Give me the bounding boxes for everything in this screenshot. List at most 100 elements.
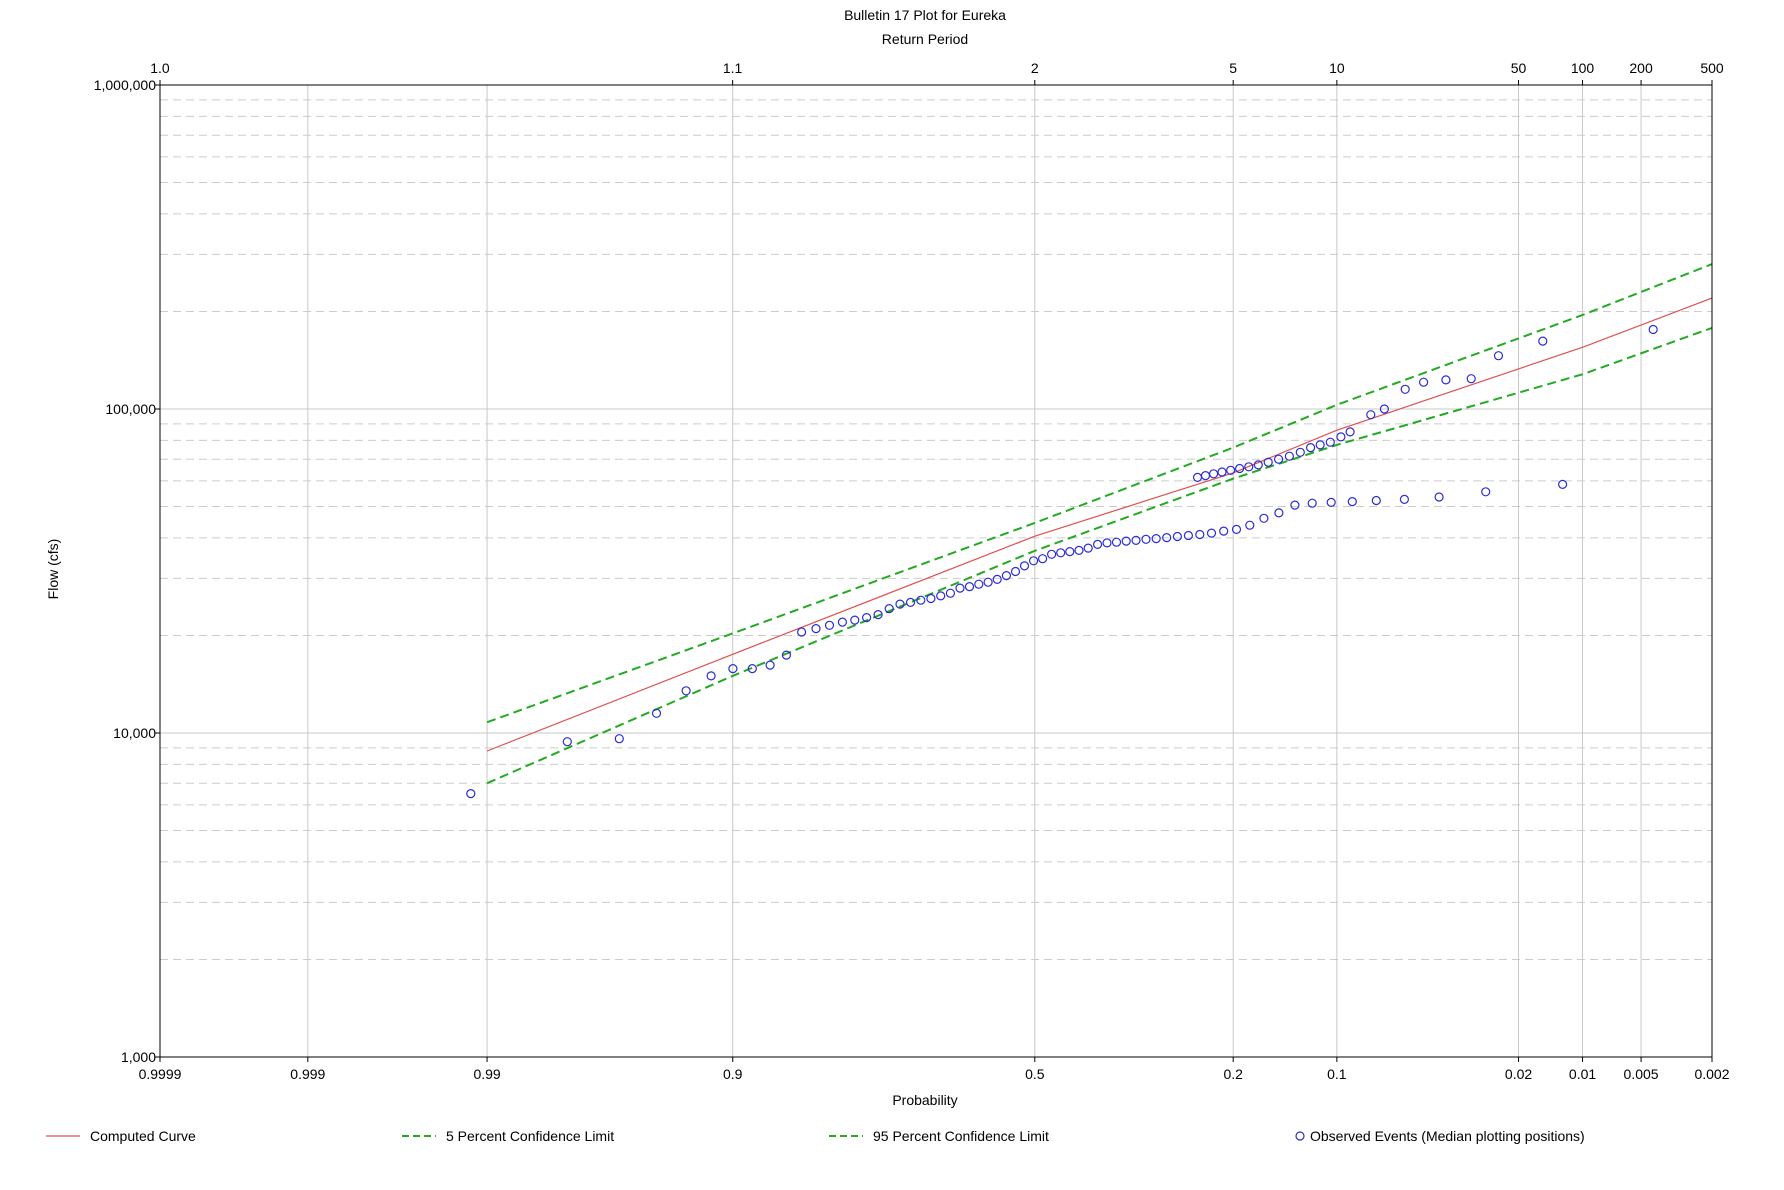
series-line-1: [486, 297, 1713, 752]
observed-event-point: [1295, 447, 1305, 457]
observed-event-point: [1208, 469, 1219, 479]
legend-marker: [1295, 1131, 1305, 1141]
observed-event-point: [1102, 538, 1112, 548]
observed-event-point: [850, 615, 860, 625]
top-tick-label: 500: [1700, 60, 1724, 76]
observed-event-point: [1648, 324, 1658, 335]
observed-event-point: [1083, 543, 1093, 553]
y-tick-label: 100,000: [105, 401, 156, 417]
observed-event-point: [1244, 462, 1254, 472]
observed-event-point: [1273, 454, 1284, 464]
x-tick-label: 0.99: [473, 1066, 500, 1082]
observed-event-point: [1399, 494, 1410, 504]
observed-event-point: [1056, 548, 1066, 558]
legend-label: 95 Percent Confidence Limit: [873, 1128, 1049, 1144]
observed-event-point: [1245, 520, 1255, 530]
grid: [160, 84, 1712, 1058]
observed-event-point: [1092, 539, 1103, 550]
observed-event-point: [1183, 530, 1194, 541]
top-tick-label: 200: [1629, 60, 1653, 76]
series-line-2: [486, 263, 1713, 724]
observed-event-point: [1493, 351, 1504, 361]
observed-event-point: [974, 579, 984, 589]
observed-event-point: [1326, 497, 1336, 507]
observed-event-point: [1366, 410, 1376, 420]
top-tick-label: 10: [1329, 60, 1345, 76]
series-line-3: [486, 326, 1713, 785]
observed-event-point: [955, 583, 965, 593]
observed-event-point: [1336, 432, 1346, 442]
x-tick-label: 0.002: [1694, 1066, 1729, 1082]
x-tick-label: 0.2: [1223, 1066, 1243, 1082]
top-tick-label: 2: [1031, 60, 1039, 76]
observed-event-point: [747, 663, 757, 674]
observed-event-point: [1111, 537, 1122, 547]
observed-event-point: [562, 737, 572, 747]
observed-event-point: [861, 612, 872, 623]
observed-event-point: [1290, 500, 1300, 510]
observed-event-point: [1400, 384, 1410, 394]
observed-event-point: [1557, 479, 1568, 489]
observed-event-point: [1131, 535, 1141, 546]
top-tick-label: 100: [1571, 60, 1595, 76]
top-tick-label: 5: [1229, 60, 1237, 76]
observed-event-point: [1379, 404, 1390, 414]
observed-event-point: [1259, 513, 1269, 523]
observed-event-point: [926, 593, 936, 604]
observed-event-point: [992, 574, 1002, 585]
observed-event-point: [728, 663, 738, 674]
observed-event-point: [1037, 554, 1048, 564]
observed-event-point: [1074, 545, 1084, 556]
observed-event-point: [1065, 546, 1075, 557]
observed-event-point: [1466, 374, 1476, 384]
observed-event-point: [1305, 443, 1316, 453]
observed-event-point: [765, 660, 775, 670]
observed-event-point: [837, 617, 848, 627]
observed-event-point: [1307, 498, 1317, 508]
plot-area-border: [159, 84, 1713, 1058]
observed-event-point: [811, 623, 821, 634]
x-tick-label: 0.9999: [139, 1066, 182, 1082]
observed-event-point: [1162, 532, 1172, 543]
top-tick-label: 50: [1511, 60, 1527, 76]
observed-event-point: [1192, 472, 1203, 482]
y-axis-title: Flow (cfs): [45, 539, 61, 600]
top-axis-title: Return Period: [882, 31, 968, 47]
y-tick-label: 1,000: [121, 1049, 156, 1065]
observed-event-point: [945, 588, 956, 598]
observed-event-point: [1441, 375, 1451, 385]
x-axis-title: Probability: [892, 1092, 957, 1108]
observed-event-point: [706, 671, 716, 681]
observed-event-point: [1046, 549, 1057, 559]
observed-event-point: [1121, 536, 1131, 546]
observed-event-point: [1001, 570, 1012, 581]
observed-event-point: [1151, 533, 1161, 544]
observed-event-point: [983, 577, 993, 587]
observed-event-point: [1010, 566, 1021, 577]
observed-event-point: [936, 591, 946, 601]
observed-event-point: [651, 708, 662, 718]
x-tick-label: 0.5: [1025, 1066, 1045, 1082]
observed-event-point: [796, 627, 807, 637]
observed-event-point: [1345, 427, 1355, 437]
axis-ticks: 1,000 10,000 100,000 1,000,000 0.9999 0.999 0.…: [94, 60, 1730, 1082]
observed-event-point: [1028, 556, 1039, 566]
legend-label: Computed Curve: [90, 1128, 196, 1144]
y-tick-label: 1,000,000: [94, 77, 156, 93]
observed-event-point: [1371, 495, 1381, 506]
observed-event-point: [1274, 508, 1284, 518]
observed-event-point: [1418, 377, 1429, 387]
observed-event-point: [873, 609, 883, 620]
observed-event-point: [1253, 460, 1263, 470]
observed-event-point: [1347, 497, 1357, 507]
legend-label: Observed Events (Median plotting positio…: [1310, 1128, 1585, 1144]
observed-event-point: [916, 595, 926, 605]
observed-event-point: [614, 734, 624, 744]
observed-event-point: [1172, 531, 1183, 542]
observed-event-point: [1234, 463, 1245, 474]
legend-label: 5 Percent Confidence Limit: [446, 1128, 614, 1144]
observed-event-point: [1141, 534, 1151, 544]
top-tick-label: 1.0: [150, 60, 170, 76]
top-tick-label: 1.1: [723, 60, 743, 76]
